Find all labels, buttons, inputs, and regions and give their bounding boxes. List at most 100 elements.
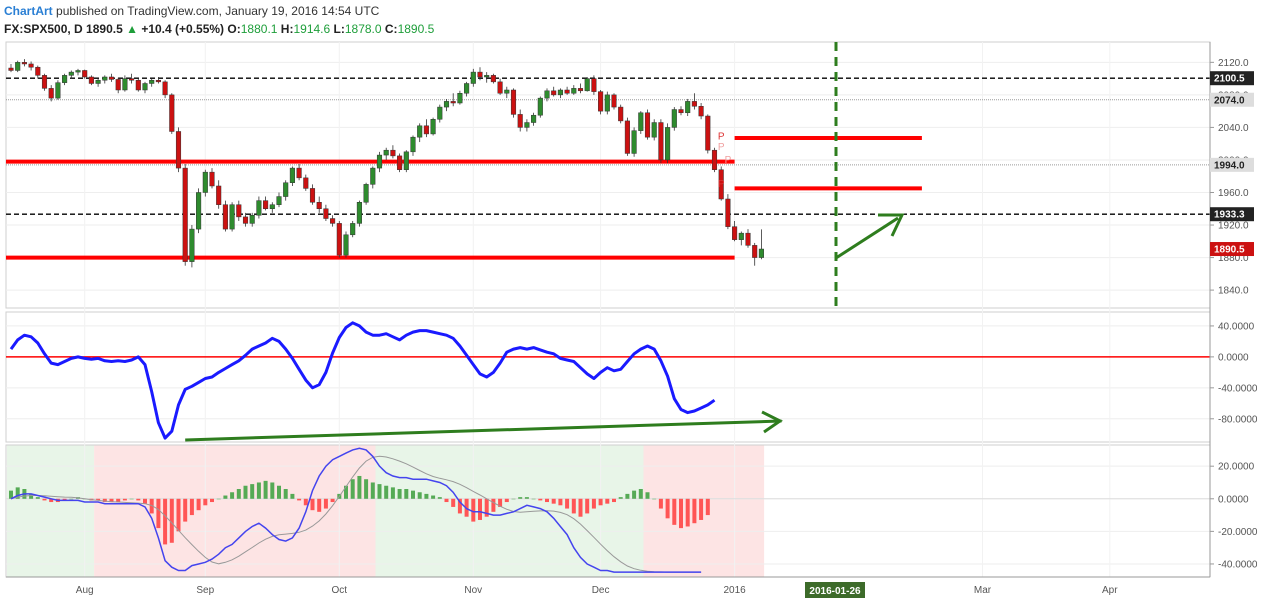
candle-body [591, 78, 597, 92]
ohlc-high: 1914.6 [293, 22, 331, 36]
macd-hist-bar [658, 498, 663, 509]
candle-body [604, 94, 610, 112]
bg-zone-3 [643, 445, 765, 577]
macd-hist-bar [116, 498, 121, 503]
candle-body [417, 125, 423, 138]
candle-body [35, 66, 41, 76]
macd-hist-bar [699, 498, 704, 520]
candle-body [82, 70, 88, 78]
macd-hist-bar [136, 498, 141, 501]
pivot-marker-3: P [718, 179, 725, 190]
macd-hist-bar [685, 498, 690, 527]
change-value: +10.4 (+0.55%) [141, 22, 225, 36]
publish-header: ChartArt published on TradingView.com, J… [4, 3, 379, 20]
price-label-box-2074.0 [1210, 92, 1254, 107]
candle-body [618, 106, 624, 122]
candle-body [202, 171, 208, 193]
candle-body [289, 167, 295, 183]
macd-hist-bar [498, 498, 503, 507]
candle-body [457, 92, 463, 104]
macd-hist-bar [437, 497, 442, 499]
cursor-date-label: 2016-01-26 [809, 586, 861, 597]
candle-body [524, 122, 530, 128]
candle-body [48, 88, 54, 99]
candle-body [705, 115, 711, 151]
candle-body [644, 112, 651, 138]
candle-body [718, 169, 724, 200]
macd-hist-bar [216, 498, 221, 500]
macd-tick-label: -40.0000 [1218, 559, 1258, 570]
candle-body [356, 202, 362, 224]
candle-body [490, 75, 496, 83]
candle-body [269, 204, 275, 210]
candle-body [88, 76, 94, 84]
candle-body [577, 88, 584, 92]
macd-panel[interactable] [6, 447, 1210, 573]
candle-body [62, 75, 68, 83]
candle-body [752, 245, 758, 258]
candle-body [397, 155, 403, 170]
macd-hist-bar [672, 498, 677, 525]
candle-body [343, 234, 349, 256]
bg-zone-0 [7, 445, 95, 577]
candle-body [330, 218, 336, 224]
candle-body [376, 154, 383, 169]
candle-body [21, 62, 27, 65]
candle-body [557, 89, 563, 96]
macd-tick-label: 0.0000 [1218, 494, 1249, 505]
macd-hist-bar [370, 482, 375, 499]
symbol-name[interactable]: FX:SPX500, D [4, 22, 83, 36]
macd-hist-bar [35, 497, 40, 499]
osc-tick-label: 40.0000 [1218, 321, 1255, 332]
ohlc-high-label: H: [280, 22, 294, 36]
x-tick-label: Dec [592, 585, 610, 596]
x-tick-label: Apr [1102, 585, 1118, 596]
macd-hist-bar [290, 493, 295, 499]
candle-body [182, 167, 188, 262]
candle-body [725, 198, 731, 227]
x-tick-label: 2016 [723, 585, 746, 596]
macd-hist-bar [156, 498, 161, 529]
candle-body [189, 228, 195, 262]
candle-body [276, 196, 282, 205]
macd-hist-bar [665, 498, 670, 519]
macd-hist-bar [69, 498, 74, 500]
ohlc-open: 1880.1 [240, 22, 278, 36]
macd-hist-bar [303, 498, 308, 506]
oscillator-panel[interactable] [6, 321, 1210, 440]
price-tick-label: 1960.0 [1218, 188, 1249, 199]
pivot-marker-0: P [718, 132, 725, 143]
candle-body [8, 67, 14, 71]
candle-body [504, 89, 510, 94]
candle-body [698, 106, 704, 117]
macd-hist-bar [15, 487, 20, 499]
macd-tick-label: -20.0000 [1218, 527, 1258, 538]
x-tick-label: Mar [974, 585, 992, 596]
candle-body [470, 71, 476, 84]
candle-body [155, 79, 161, 83]
price-tick-label: 1920.0 [1218, 221, 1249, 232]
macd-hist-bar [256, 482, 261, 499]
candle-body [303, 177, 309, 189]
candle-body [631, 130, 637, 154]
candle-body [102, 76, 108, 81]
macd-hist-bar [122, 498, 127, 501]
macd-hist-bar [578, 498, 583, 517]
brand-logo[interactable]: ChartArt [4, 4, 53, 18]
pivot-marker-1: P [718, 142, 725, 153]
candle-body [162, 81, 168, 96]
macd-hist-bar [545, 498, 549, 503]
candle-body [229, 204, 235, 230]
candle-body [497, 81, 503, 94]
macd-tick-label: 20.0000 [1218, 462, 1255, 473]
candle-body [531, 114, 537, 123]
candle-body [510, 89, 517, 115]
symbol-legend: FX:SPX500, D 1890.5 ▲ +10.4 (+0.55%) O:1… [4, 21, 434, 38]
macd-hist-bar [384, 485, 389, 499]
divergence-arrow-head [761, 410, 783, 434]
macd-hist-bar [618, 497, 623, 499]
macd-hist-bar [645, 492, 650, 499]
candle-body [122, 78, 128, 91]
